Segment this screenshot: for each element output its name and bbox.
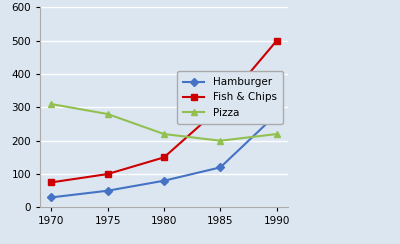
Fish & Chips	[274, 39, 279, 42]
Pizza	[105, 112, 110, 115]
Fish & Chips	[49, 181, 54, 184]
Fish & Chips	[162, 156, 166, 159]
Hamburger	[49, 196, 54, 199]
Hamburger	[218, 166, 223, 169]
Pizza	[49, 102, 54, 105]
Pizza	[218, 139, 223, 142]
Fish & Chips	[105, 173, 110, 175]
Hamburger	[105, 189, 110, 192]
Legend: Hamburger, Fish & Chips, Pizza: Hamburger, Fish & Chips, Pizza	[177, 71, 283, 124]
Hamburger	[162, 179, 166, 182]
Line: Hamburger: Hamburger	[48, 111, 280, 200]
Fish & Chips	[218, 106, 223, 109]
Pizza	[162, 132, 166, 135]
Line: Pizza: Pizza	[48, 101, 280, 143]
Hamburger	[274, 112, 279, 115]
Line: Fish & Chips: Fish & Chips	[48, 38, 280, 185]
Pizza	[274, 132, 279, 135]
